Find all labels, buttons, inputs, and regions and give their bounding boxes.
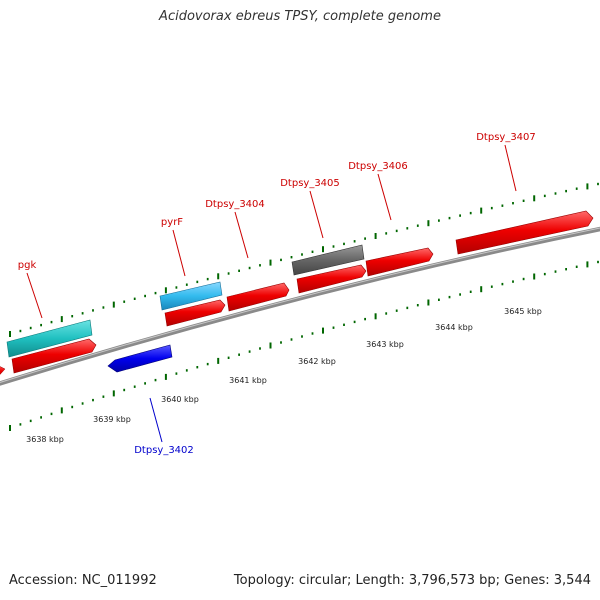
gene-arrow-red-pgk-operon[interactable]	[11, 338, 97, 374]
gene-arrow-red-under-Dtpsy_3405[interactable]	[296, 264, 367, 294]
gene-arrow-Dtpsy_3406[interactable]	[365, 247, 434, 277]
scale-label-3644: 3644 kbp	[435, 323, 473, 332]
gene-arrow-Dtpsy_3407[interactable]	[455, 210, 594, 255]
scale-label-3639: 3639 kbp	[93, 415, 131, 424]
gene-label-pyrF: pyrF	[161, 217, 183, 228]
scale-labels: 3638 kbp 3639 kbp 3640 kbp 3641 kbp 3642…	[26, 307, 542, 444]
callout-Dtpsy_3407: Dtpsy_3407	[476, 132, 536, 192]
callout-pgk: pgk	[18, 260, 43, 319]
scale-label-3642: 3642 kbp	[298, 357, 336, 366]
callout-pyrF: pyrF	[161, 217, 186, 277]
scale-label-3638: 3638 kbp	[26, 435, 64, 444]
gene-label-Dtpsy_3406: Dtpsy_3406	[348, 161, 408, 172]
scale-label-3645: 3645 kbp	[504, 307, 542, 316]
gene-arrow-pyrF[interactable]	[159, 281, 223, 311]
genome-backbone	[0, 226, 600, 386]
callout-Dtpsy_3402: Dtpsy_3402	[134, 397, 194, 456]
forward-strand-ticks	[9, 182, 599, 337]
reverse-strand-ticks	[9, 260, 599, 431]
gene-label-Dtpsy_3404: Dtpsy_3404	[205, 199, 265, 210]
accession-label: Accession: NC_011992	[9, 573, 157, 588]
scale-label-3643: 3643 kbp	[366, 340, 404, 349]
scale-label-3641: 3641 kbp	[229, 376, 267, 385]
gene-label-pgk: pgk	[18, 260, 37, 271]
scale-label-3640: 3640 kbp	[161, 395, 199, 404]
gene-arrow-offscreen-left[interactable]	[0, 364, 6, 380]
gene-label-Dtpsy_3405: Dtpsy_3405	[280, 178, 340, 189]
callout-Dtpsy_3404: Dtpsy_3404	[205, 199, 265, 259]
gene-arrow-Dtpsy_3405[interactable]	[291, 244, 365, 276]
callout-Dtpsy_3406: Dtpsy_3406	[348, 161, 408, 221]
genome-stats: Topology: circular; Length: 3,796,573 bp…	[233, 573, 591, 588]
genome-backbone-highlight	[0, 227, 600, 383]
gene-arrow-Dtpsy_3402[interactable]	[107, 344, 173, 373]
map-title: Acidovorax ebreus TPSY, complete genome	[159, 9, 441, 24]
gene-label-Dtpsy_3402: Dtpsy_3402	[134, 445, 194, 456]
gene-arrow-red-after-pyrF[interactable]	[164, 299, 226, 327]
callout-Dtpsy_3405: Dtpsy_3405	[280, 178, 340, 239]
gene-arrow-pgk[interactable]	[6, 319, 93, 358]
gene-label-Dtpsy_3407: Dtpsy_3407	[476, 132, 536, 143]
gene-arrow-Dtpsy_3404[interactable]	[226, 282, 290, 312]
